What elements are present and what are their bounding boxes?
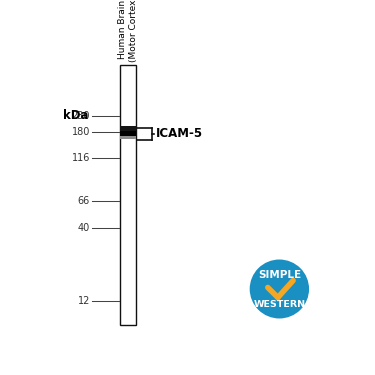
Bar [120, 131, 136, 136]
Text: 40: 40 [78, 224, 90, 233]
Text: SIMPLE: SIMPLE [258, 270, 301, 280]
Bar [120, 65, 136, 325]
Text: 116: 116 [72, 153, 90, 163]
Text: 180: 180 [72, 127, 90, 136]
Text: 230: 230 [71, 111, 90, 121]
Text: Human Brain
(Motor Cortex): Human Brain (Motor Cortex) [118, 0, 138, 62]
Text: kDa: kDa [63, 109, 88, 122]
Circle shape [249, 259, 310, 320]
Bar [120, 135, 136, 139]
Text: WESTERN: WESTERN [254, 300, 305, 309]
Text: ICAM-5: ICAM-5 [156, 128, 203, 140]
Bar [120, 126, 136, 132]
Text: TM: TM [308, 308, 314, 312]
Text: 66: 66 [78, 196, 90, 206]
Text: 12: 12 [78, 296, 90, 306]
